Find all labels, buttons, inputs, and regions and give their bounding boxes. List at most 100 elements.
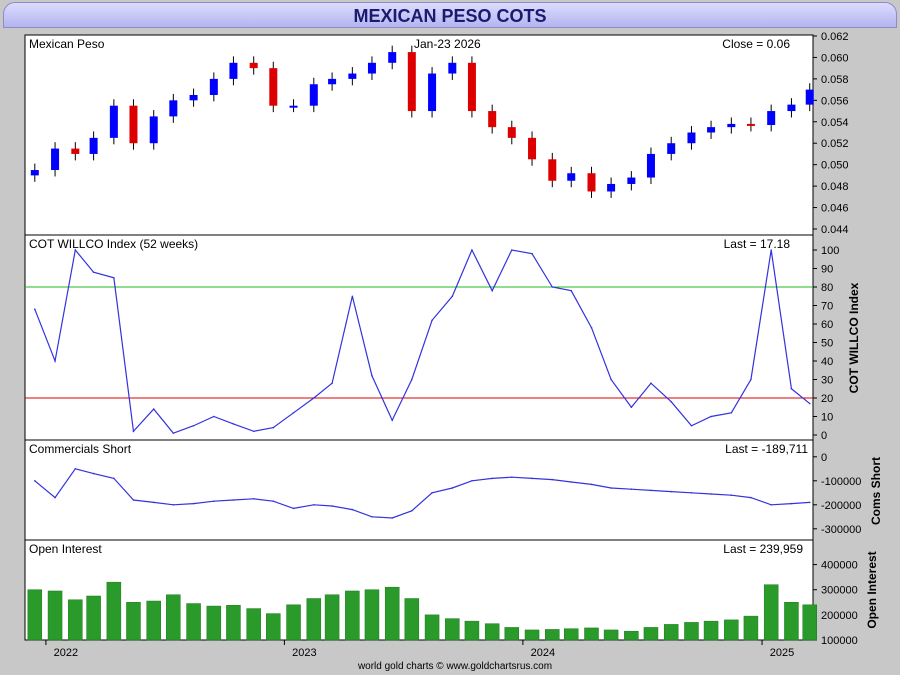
chart-title: MEXICAN PESO COTS bbox=[3, 2, 897, 28]
open-interest-bar bbox=[445, 618, 460, 641]
y-tick-label: 0.044 bbox=[821, 224, 849, 236]
commercials-point bbox=[132, 499, 135, 501]
willco-point bbox=[710, 415, 712, 418]
price-candle bbox=[348, 73, 357, 79]
price-panel-title: Mexican Peso bbox=[29, 37, 105, 51]
price-date-label: Jan-23 2026 bbox=[414, 37, 481, 51]
price-candle bbox=[567, 173, 576, 181]
open-interest-bar bbox=[424, 614, 440, 641]
y-tick-label: 0.058 bbox=[821, 74, 849, 86]
price-candle bbox=[646, 153, 655, 178]
open-interest-bar bbox=[345, 590, 360, 641]
commercials-point bbox=[252, 498, 255, 500]
commercials-point bbox=[313, 504, 315, 506]
y-tick-label: 10 bbox=[821, 412, 833, 424]
open-interest-bar bbox=[484, 623, 500, 641]
price-candle bbox=[587, 173, 596, 192]
commercials-point bbox=[650, 489, 652, 492]
y-tick-label: 30 bbox=[821, 375, 833, 387]
open-interest-bar bbox=[464, 620, 480, 641]
open-interest-bar bbox=[684, 622, 699, 641]
commercials-point bbox=[491, 477, 493, 480]
open-interest-bar bbox=[584, 627, 599, 641]
willco-point bbox=[750, 378, 752, 381]
commercials-point bbox=[92, 472, 95, 475]
open-interest-bar bbox=[266, 613, 281, 641]
willco-point bbox=[690, 424, 693, 427]
price-candle bbox=[687, 132, 696, 144]
willco-point bbox=[391, 419, 394, 422]
willco-point bbox=[650, 382, 652, 385]
y-tick-label: 0 bbox=[821, 452, 827, 464]
commercials-point bbox=[590, 483, 593, 486]
commercials-point bbox=[710, 493, 712, 495]
price-candle bbox=[89, 137, 98, 154]
commercials-point bbox=[551, 478, 554, 481]
price-candle bbox=[249, 62, 258, 69]
commercials-point bbox=[808, 501, 811, 504]
y-tick-label: 0 bbox=[821, 430, 827, 442]
willco-point bbox=[213, 415, 215, 418]
open-interest-bar bbox=[47, 590, 63, 641]
y-tick-label: 90 bbox=[821, 264, 833, 276]
open-interest-bar bbox=[246, 608, 261, 641]
price-candle bbox=[30, 170, 39, 176]
commercials-point bbox=[213, 500, 215, 503]
commercials-point bbox=[54, 496, 56, 499]
willco-point bbox=[808, 402, 811, 405]
commercials-point bbox=[172, 504, 175, 506]
price-candle bbox=[805, 89, 814, 105]
commercials-line bbox=[34, 468, 810, 519]
price-candle bbox=[528, 137, 537, 160]
commercials-point bbox=[232, 499, 235, 501]
commercials-point bbox=[371, 516, 373, 518]
commercials-point bbox=[152, 501, 155, 504]
price-candle bbox=[548, 159, 557, 181]
y-tick-label: 20 bbox=[821, 393, 833, 405]
willco-point bbox=[172, 432, 175, 434]
willco-panel bbox=[24, 234, 814, 441]
willco-point bbox=[92, 271, 95, 274]
willco-last-readout: Last = 17.18 bbox=[724, 237, 791, 251]
commercials-point bbox=[570, 481, 573, 483]
commercials-point bbox=[471, 480, 473, 482]
price-candle bbox=[746, 123, 755, 126]
willco-point bbox=[730, 412, 733, 414]
price-candle bbox=[488, 111, 497, 128]
price-candle bbox=[309, 84, 318, 106]
willco-point bbox=[471, 249, 473, 251]
price-candle bbox=[209, 78, 218, 95]
open-interest-bar bbox=[724, 619, 739, 641]
open-interest-bar bbox=[763, 584, 779, 641]
commercials-point bbox=[630, 488, 633, 491]
commercials-last-readout: Last = -189,711 bbox=[725, 442, 808, 456]
willco-point bbox=[491, 289, 493, 292]
price-candle bbox=[448, 62, 457, 74]
willco-point bbox=[292, 412, 295, 414]
y-tick-label: 70 bbox=[821, 301, 833, 313]
commercials-point bbox=[292, 507, 295, 510]
willco-point bbox=[790, 387, 793, 390]
commercials-axis-title: Coms Short bbox=[869, 457, 883, 525]
willco-point bbox=[551, 286, 554, 288]
price-candle bbox=[269, 68, 278, 106]
credit-text: world gold charts © www.goldchartsrus.co… bbox=[357, 661, 552, 672]
x-tick-label: 2022 bbox=[54, 647, 78, 659]
commercials-point bbox=[451, 487, 454, 489]
open-interest-bar bbox=[146, 600, 161, 641]
commercials-point bbox=[192, 502, 195, 505]
open-interest-bar bbox=[324, 594, 340, 641]
price-candle bbox=[787, 104, 796, 112]
y-tick-label: 0.050 bbox=[821, 160, 849, 172]
open-interest-bar bbox=[663, 624, 679, 641]
y-tick-label: 100 bbox=[821, 245, 839, 257]
open-interest-bar bbox=[504, 627, 520, 641]
willco-point bbox=[670, 400, 673, 403]
willco-point bbox=[610, 378, 612, 381]
willco-point bbox=[531, 252, 533, 255]
open-interest-bar bbox=[364, 589, 380, 641]
open-interest-bar bbox=[226, 605, 241, 641]
price-candle bbox=[71, 148, 80, 154]
open-interest-bar bbox=[68, 599, 83, 641]
